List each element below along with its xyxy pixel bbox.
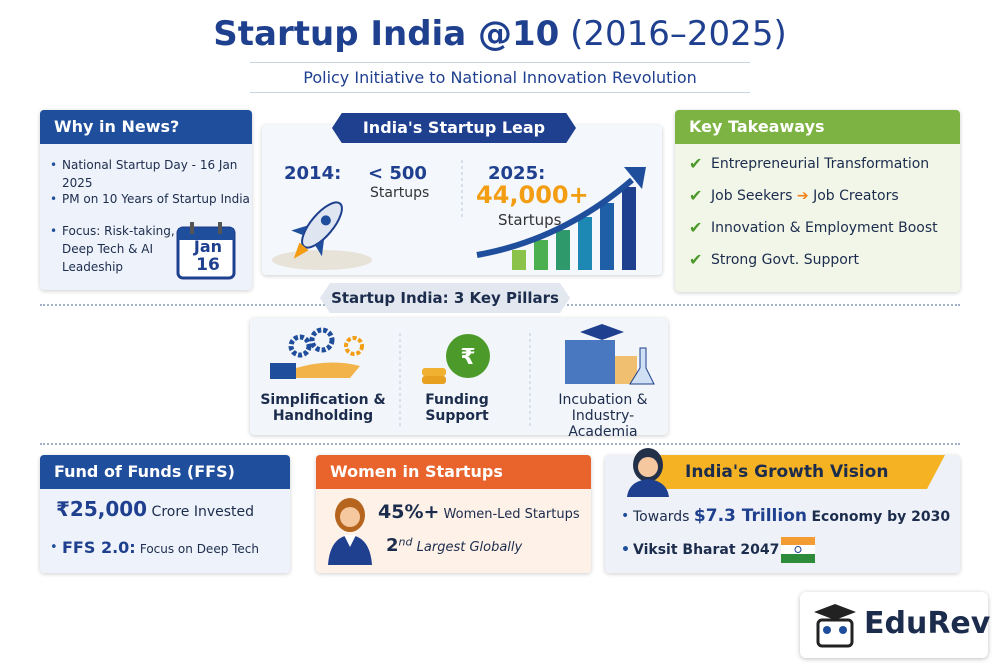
before-count: < 500 — [368, 163, 427, 184]
fund-item: ₹25,000 Crore Invested — [56, 497, 254, 521]
growth-item: Towards $7.3 Trillion Economy by 2030 — [621, 506, 951, 526]
pillar: Simplification & Handholding — [260, 392, 386, 424]
india-flag — [781, 537, 815, 563]
news-item: PM on 10 Years of Startup India — [50, 190, 250, 208]
divider — [250, 92, 750, 93]
growth-panel: India's Growth Vision Towards $7.3 Trill… — [605, 448, 960, 573]
check-icon: ✔ — [689, 186, 703, 205]
title-years: (2016–2025) — [570, 14, 787, 54]
takeaway: Innovation & Employment Boost — [711, 220, 938, 236]
title: Startup India @10 — [213, 14, 560, 54]
brand-name: EduRev — [864, 606, 991, 641]
subtitle: Policy Initiative to National Innovation… — [303, 68, 697, 87]
divider — [250, 62, 750, 63]
separator — [40, 443, 960, 445]
calendar-day: 16 — [196, 255, 220, 275]
panel-title: Women in Startups — [316, 455, 591, 489]
women-text: Women-Led Startups — [443, 507, 580, 522]
women-panel: Women in Startups 45%+ Women-Led Startup… — [316, 455, 591, 573]
pillar: Incubation & Industry-Academia — [558, 392, 648, 440]
women-rank: 2 — [386, 535, 399, 556]
news-item: Focus: Risk-taking, Deep Tech & AI Leade… — [50, 222, 180, 276]
panel-title: Fund of Funds (FFS) — [40, 455, 290, 489]
woman-icon — [627, 448, 669, 497]
leap-title: India's Startup Leap — [332, 113, 576, 143]
brand-logo: EduRev — [800, 592, 991, 658]
after-count: 44,000+ — [476, 181, 589, 209]
takeaway-from: Job Seekers — [711, 188, 793, 204]
fund-item: FFS 2.0: Focus on Deep Tech — [50, 538, 260, 559]
check-icon: ✔ — [689, 154, 703, 173]
check-icon: ✔ — [689, 218, 703, 237]
fund-amount: ₹25,000 — [56, 497, 148, 521]
calendar-month: Jan — [193, 237, 223, 256]
takeaway: Entrepreneurial Transformation — [711, 156, 930, 172]
panel-title: Key Takeaways — [675, 110, 960, 144]
takeaway: Strong Govt. Support — [711, 252, 860, 268]
leap-graphic — [272, 160, 646, 270]
growth-text: Economy by 2030 — [811, 509, 951, 525]
takeaway: Job Seekers ➔ Job Creators — [711, 188, 899, 204]
pillar: Funding Support — [425, 392, 489, 424]
after-unit: Startups — [498, 211, 562, 229]
startup-leap-panel: 2014: < 500 Startups 2025: 44,000+ Start… — [262, 125, 662, 275]
pillars-panel: ₹ — [250, 318, 668, 435]
header-title: Startup India @10 (2016–2025) — [0, 14, 1000, 54]
before-unit: Startups — [370, 185, 430, 201]
fund-of-funds-panel: Fund of Funds (FFS) ₹25,000 Crore Invest… — [40, 455, 290, 573]
pillars-icons: ₹ — [270, 324, 655, 428]
panel-title: Why in News? — [40, 110, 252, 144]
brand-icon — [814, 604, 856, 648]
growth-item: Viksit Bharat 2047 — [621, 541, 779, 559]
calendar-icon — [176, 222, 236, 280]
takeaway-to: Job Creators — [813, 188, 899, 204]
panel-title: India's Growth Vision — [645, 455, 945, 489]
before-year: 2014: — [284, 163, 342, 184]
women-item: 2nd Largest Globally — [386, 535, 522, 556]
fund-label: FFS 2.0: — [62, 538, 136, 557]
women-share: 45%+ — [378, 501, 440, 523]
after-year: 2025: — [488, 163, 546, 184]
key-takeaways-panel: Key Takeaways ✔ Entrepreneurial Transfor… — [675, 110, 960, 292]
svg-text:₹: ₹ — [460, 345, 475, 370]
fund-text: Crore Invested — [151, 504, 255, 520]
check-icon: ✔ — [689, 250, 703, 269]
women-item: 45%+ Women-Led Startups — [378, 501, 580, 523]
woman-icon — [328, 498, 372, 565]
why-in-news-panel: Why in News? National Startup Day - 16 J… — [40, 110, 252, 290]
women-rank-suffix: nd — [398, 535, 413, 549]
women-text: Largest Globally — [416, 540, 523, 555]
news-item: National Startup Day - 16 Jan 2025 — [50, 156, 252, 192]
growth-target: $7.3 Trillion — [693, 506, 807, 526]
pillars-title: Startup India: 3 Key Pillars — [320, 283, 570, 313]
growth-pre: Towards — [633, 509, 690, 525]
arrow-icon: ➔ — [796, 188, 809, 204]
fund-text: Focus on Deep Tech — [139, 542, 260, 556]
